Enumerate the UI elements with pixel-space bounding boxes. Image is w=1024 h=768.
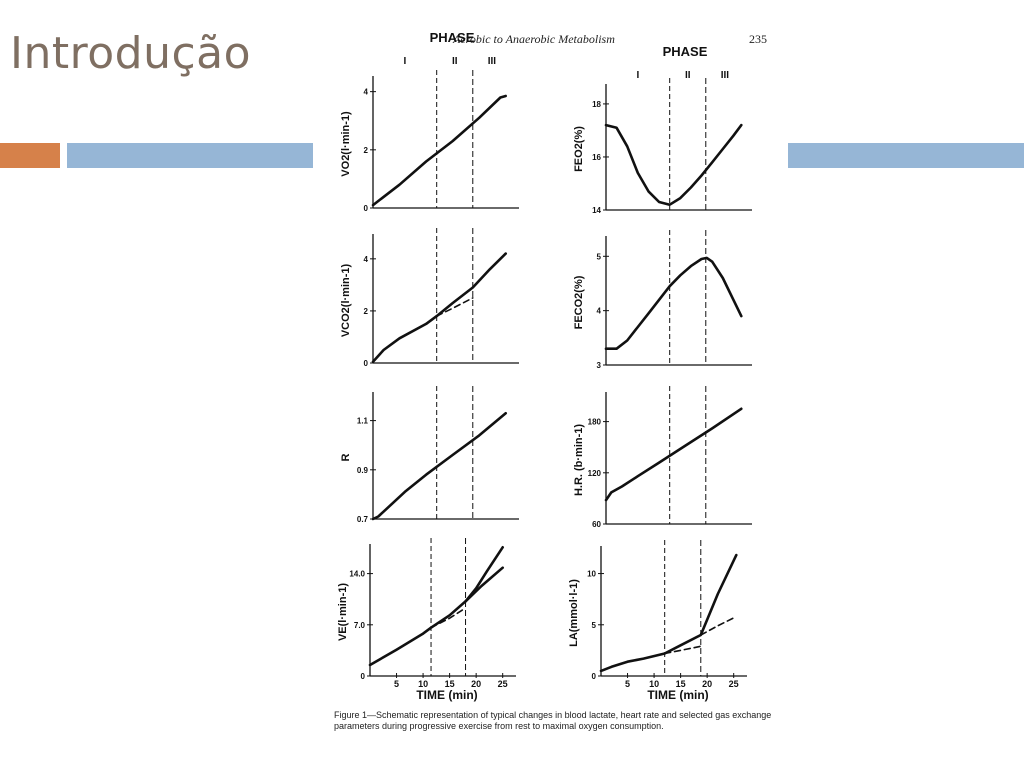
y-tick-label: 60 — [592, 520, 601, 529]
y-tick-label: 7.0 — [354, 621, 366, 630]
series-line-3 — [464, 566, 504, 603]
y-tick-label: 120 — [588, 469, 602, 478]
running-head: Aerobic to Anaerobic Metabolism — [453, 32, 615, 46]
x-tick-label: 20 — [702, 679, 712, 689]
chart-panel-ve: 0 7.0 14.0 5 10 15 20 25 TIME (min) VE(l·min-1) — [337, 538, 516, 702]
y-tick-label: 0.9 — [357, 466, 369, 475]
x-tick-label: 15 — [676, 679, 686, 689]
x-axis-label: TIME (min) — [416, 688, 477, 702]
phase-label-3: III — [488, 56, 497, 67]
y-tick-label: 16 — [592, 153, 601, 162]
phase-label-3: III — [721, 70, 730, 81]
series-line-1 — [604, 123, 743, 206]
series-line-1 — [371, 94, 507, 207]
y-tick-label: 3 — [597, 361, 602, 370]
y-tick-label: 4 — [597, 307, 602, 316]
chart-panel-feco2: 3 4 5 FECO2(%) — [573, 230, 752, 370]
x-tick-label: 5 — [625, 679, 630, 689]
y-tick-label: 0 — [364, 204, 369, 213]
series-line-3 — [699, 615, 738, 636]
series-line-1 — [368, 545, 504, 667]
y-axis-label: H.R. (b·min-1) — [573, 424, 585, 496]
chart-panel-r: 0.7 0.9 1.1 R — [340, 386, 519, 524]
x-tick-label: 25 — [498, 679, 508, 689]
series-line-1 — [371, 411, 507, 521]
y-tick-label: 2 — [364, 307, 369, 316]
series-line-2 — [663, 645, 702, 655]
y-tick-label: 4 — [364, 88, 369, 97]
y-tick-label: 5 — [592, 621, 597, 630]
chart-panel-vco2: 0 2 4 VCO2(l·min-1) — [340, 228, 519, 368]
series-line-1 — [604, 256, 743, 351]
y-tick-label: 0 — [361, 672, 366, 681]
series-line-1 — [604, 407, 743, 502]
y-axis-label: LA(mmol·l-1) — [568, 579, 580, 647]
phase-label-2: II — [685, 70, 691, 81]
y-tick-label: 14.0 — [349, 570, 365, 579]
x-tick-label: 25 — [729, 679, 739, 689]
y-tick-label: 180 — [588, 418, 602, 427]
accent-bar-blue-left — [67, 143, 313, 168]
phase-header: PHASE — [663, 44, 708, 59]
page-title: Introdução — [10, 28, 252, 79]
x-tick-label: 20 — [471, 679, 481, 689]
y-tick-label: 10 — [587, 570, 596, 579]
x-tick-label: 10 — [649, 679, 659, 689]
series-line-2 — [430, 607, 467, 629]
y-tick-label: 5 — [597, 252, 602, 261]
y-tick-label: 0 — [364, 359, 369, 368]
x-tick-label: 5 — [394, 679, 399, 689]
phase-label-2: II — [452, 56, 458, 67]
y-axis-label: VCO2(l·min-1) — [340, 263, 352, 337]
accent-bar-blue-right — [788, 143, 1024, 168]
x-tick-label: 15 — [445, 679, 455, 689]
y-tick-label: 2 — [364, 146, 369, 155]
y-tick-label: 4 — [364, 255, 369, 264]
y-tick-label: 0.7 — [357, 515, 369, 524]
series-line-1 — [371, 252, 507, 364]
accent-bar-orange — [0, 143, 60, 168]
y-tick-label: 18 — [592, 100, 601, 109]
y-tick-label: 0 — [592, 672, 597, 681]
y-axis-label: R — [340, 453, 352, 461]
figure-caption: Figure 1—Schematic representation of typ… — [334, 710, 772, 731]
phase-label-1: I — [403, 56, 406, 67]
x-tick-label: 10 — [418, 679, 428, 689]
phase-header: PHASE — [430, 30, 475, 45]
y-axis-label: VE(l·min-1) — [337, 583, 349, 641]
x-axis-label: TIME (min) — [647, 688, 708, 702]
y-tick-label: 14 — [592, 206, 601, 215]
page-number: 235 — [749, 32, 767, 46]
y-axis-label: FECO2(%) — [573, 275, 585, 329]
y-tick-label: 1.1 — [357, 417, 369, 426]
series-line-2 — [435, 297, 474, 317]
chart-panel-la: 0 5 10 5 10 15 20 25 TIME (min) LA(mmol·l-1) — [568, 540, 747, 702]
y-axis-label: FEO2(%) — [573, 126, 585, 172]
y-axis-label: VO2(l·min-1) — [340, 111, 352, 177]
phase-label-1: I — [636, 70, 639, 81]
